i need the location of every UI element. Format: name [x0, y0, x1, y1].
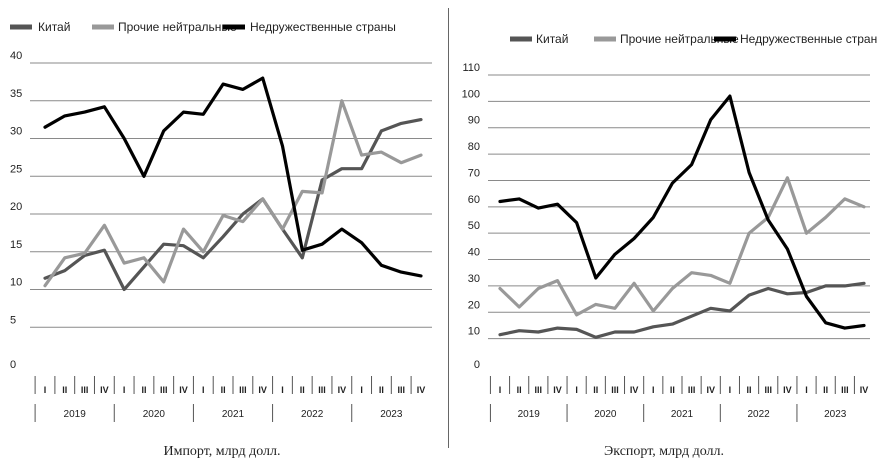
y-tick-label: 90 — [468, 115, 480, 127]
y-tick-label: 80 — [468, 141, 480, 153]
x-tick-label-quarter: IV — [783, 385, 792, 395]
x-tick-label-year: 2023 — [380, 409, 403, 420]
legend-label-1: Китай — [38, 20, 70, 34]
legend-label-2: Прочие нейтральные — [620, 32, 739, 46]
x-tick-label-quarter: I — [360, 385, 363, 395]
x-tick-label-quarter: IV — [100, 385, 109, 395]
y-tick-label: 50 — [468, 220, 480, 232]
x-tick-label-year: 2023 — [824, 409, 847, 420]
x-tick-label-quarter: I — [575, 385, 578, 395]
x-tick-label-quarter: II — [823, 385, 828, 395]
y-tick-label: 60 — [468, 194, 480, 206]
x-tick-label-quarter: II — [517, 385, 522, 395]
x-tick-label-quarter: III — [688, 385, 696, 395]
x-tick-label-quarter: I — [123, 385, 126, 395]
x-tick-label-quarter: I — [44, 385, 47, 395]
x-tick-label-quarter: IV — [553, 385, 562, 395]
series-line-1 — [498, 281, 866, 339]
x-tick-label-quarter: I — [202, 385, 205, 395]
x-tick-label-quarter: III — [611, 385, 619, 395]
x-tick-label-quarter: IV — [179, 385, 188, 395]
y-tick-label: 10 — [10, 277, 22, 289]
y-tick-label: 20 — [10, 201, 22, 213]
x-tick-label-quarter: IV — [706, 385, 715, 395]
legend-label-3: Недружественные страны — [740, 32, 877, 46]
chart-caption: Импорт, млрд долл. — [163, 444, 280, 459]
x-tick-label-quarter: IV — [417, 385, 426, 395]
x-tick-label-year: 2021 — [671, 409, 694, 420]
x-tick-label-quarter: III — [160, 385, 168, 395]
legend-label-2: Прочие нейтральные — [118, 20, 237, 34]
x-tick-label-quarter: II — [141, 385, 146, 395]
x-tick-label-quarter: III — [841, 385, 849, 395]
x-tick-label-year: 2020 — [594, 409, 617, 420]
y-tick-label: 40 — [468, 247, 480, 259]
x-tick-label-quarter: I — [652, 385, 655, 395]
x-tick-label-quarter: II — [62, 385, 67, 395]
x-tick-label-quarter: IV — [258, 385, 267, 395]
y-tick-label: 30 — [10, 126, 22, 138]
y-tick-label: 70 — [468, 167, 480, 179]
x-tick-label-quarter: II — [593, 385, 598, 395]
x-tick-label-quarter: I — [499, 385, 502, 395]
x-tick-label-quarter: II — [221, 385, 226, 395]
x-tick-label-quarter: III — [81, 385, 89, 395]
y-tick-label: 0 — [10, 359, 16, 371]
x-tick-label-year: 2019 — [518, 409, 541, 420]
y-tick-label: 40 — [10, 50, 22, 62]
x-tick-label-quarter: I — [729, 385, 732, 395]
y-tick-label: 10 — [468, 326, 480, 338]
x-tick-label-year: 2021 — [222, 409, 245, 420]
x-tick-label-quarter: II — [379, 385, 384, 395]
series-line-1 — [43, 117, 423, 292]
legend-label-3: Недружественные страны — [250, 20, 396, 34]
y-tick-label: 100 — [462, 88, 480, 100]
x-tick-label-year: 2022 — [748, 409, 771, 420]
x-tick-label-quarter: I — [281, 385, 284, 395]
x-tick-label-year: 2022 — [301, 409, 324, 420]
x-tick-label-quarter: I — [805, 385, 808, 395]
x-tick-label-quarter: III — [239, 385, 247, 395]
x-tick-label-quarter: III — [397, 385, 405, 395]
x-tick-label-quarter: IV — [630, 385, 639, 395]
x-tick-label-quarter: III — [318, 385, 326, 395]
series-line-3 — [498, 94, 866, 330]
x-tick-label-year: 2020 — [143, 409, 166, 420]
x-tick-label-quarter: IV — [860, 385, 869, 395]
x-tick-label-quarter: III — [535, 385, 543, 395]
x-tick-label-quarter: II — [747, 385, 752, 395]
series-line-2 — [43, 99, 423, 288]
x-tick-label-quarter: IV — [338, 385, 347, 395]
y-tick-label: 35 — [10, 88, 22, 100]
y-tick-label: 25 — [10, 163, 22, 175]
series-line-2 — [498, 176, 866, 317]
y-tick-label: 5 — [10, 314, 16, 326]
chart-caption: Экспорт, млрд долл. — [604, 444, 724, 459]
series-line-3 — [43, 76, 423, 278]
y-tick-label: 110 — [462, 62, 480, 74]
y-tick-label: 15 — [10, 239, 22, 251]
y-tick-label: 0 — [474, 359, 480, 371]
y-tick-label: 20 — [468, 299, 480, 311]
x-tick-label-quarter: II — [300, 385, 305, 395]
x-tick-label-quarter: III — [764, 385, 772, 395]
x-tick-label-quarter: II — [670, 385, 675, 395]
x-tick-label-year: 2019 — [64, 409, 87, 420]
legend-label-1: Китай — [536, 32, 568, 46]
y-tick-label: 30 — [468, 273, 480, 285]
panel-divider — [448, 8, 449, 448]
